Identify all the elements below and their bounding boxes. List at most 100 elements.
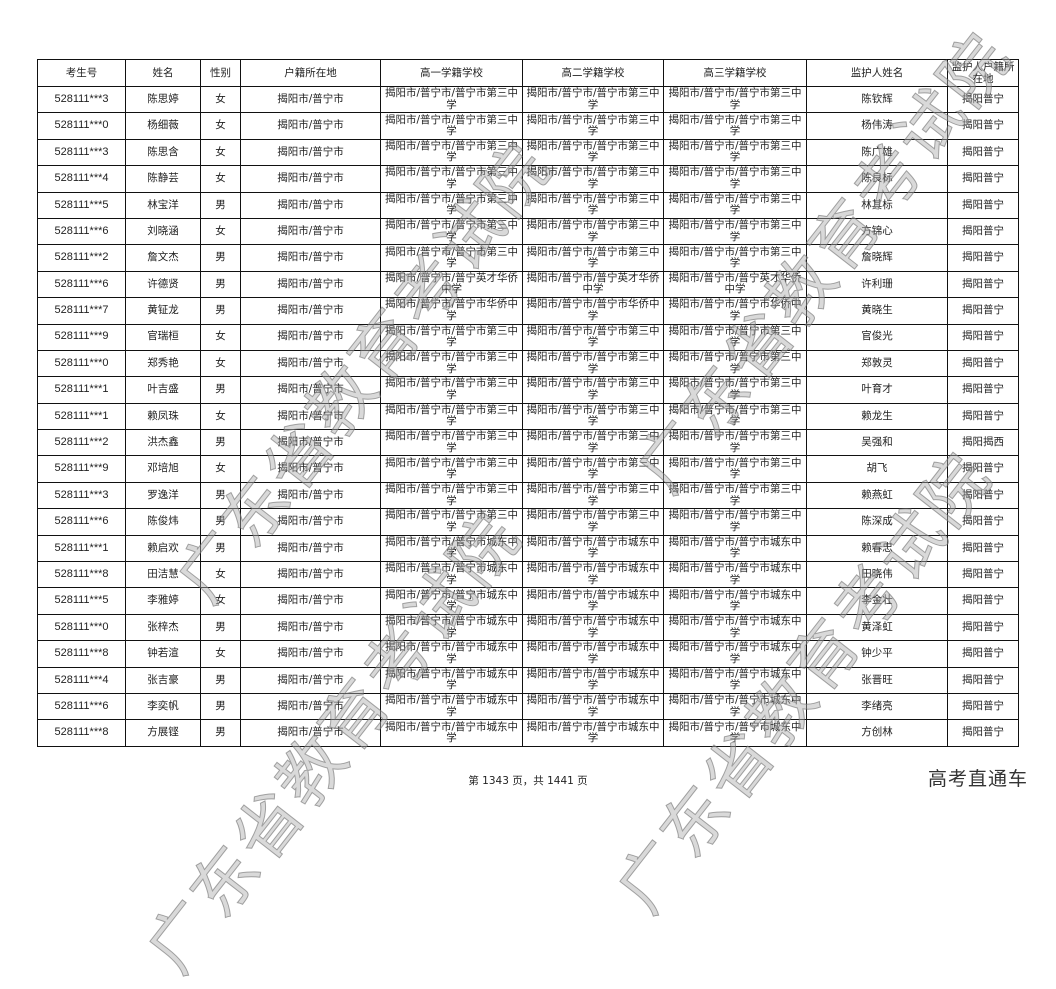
residence-cell: 揭阳市/普宁市 — [240, 191, 381, 219]
grade12-school-cell: 揭阳市/普宁市/普宁市第三中学 — [663, 323, 807, 351]
exam-id-cell: 528111***9 — [37, 323, 126, 351]
grade12-school-cell: 揭阳市/普宁市/普宁市华侨中学 — [663, 297, 807, 325]
guardian-residence-cell: 揭阳普宁 — [947, 85, 1019, 114]
exam-id-cell: 528111***8 — [37, 640, 126, 668]
student-name-cell: 黄钲龙 — [125, 297, 201, 325]
grade10-school-cell: 揭阳市/普宁市/普宁市第三中学 — [380, 481, 523, 510]
guardian-residence-cell: 揭阳普宁 — [947, 402, 1019, 431]
guardian-name-cell: 陈广雄 — [806, 138, 948, 167]
exam-id-cell: 528111***4 — [37, 165, 126, 193]
exam-id-cell: 528111***0 — [37, 112, 126, 140]
grade11-school-cell: 揭阳市/普宁市/普宁市第三中学 — [522, 138, 664, 167]
guardian-residence-cell: 揭阳普宁 — [947, 323, 1019, 351]
table-row: 528111***9 邓培旭女揭阳市/普宁市 揭阳市/普宁市/普宁市第三中学 揭阳市/… — [37, 455, 1019, 483]
guardian-name-cell: 陈钦辉 — [806, 85, 948, 114]
table-row: 528111***8 方展铿男揭阳市/普宁市 揭阳市/普宁市/普宁市城东中学 揭阳市/… — [37, 719, 1019, 747]
grade10-school-cell: 揭阳市/普宁市/普宁市城东中学 — [380, 640, 523, 668]
guardian-residence-cell: 揭阳普宁 — [947, 640, 1019, 668]
grade10-school-cell: 揭阳市/普宁市/普宁市华侨中学 — [380, 297, 523, 325]
gender-cell: 男 — [200, 297, 241, 325]
grade10-school-cell: 揭阳市/普宁市/普宁市第三中学 — [380, 112, 523, 140]
exam-id-cell: 528111***3 — [37, 85, 126, 114]
table-row: 528111***4 陈静芸女揭阳市/普宁市 揭阳市/普宁市/普宁市第三中学 揭阳市/… — [37, 165, 1019, 193]
table-row: 528111***5 李雅婷女揭阳市/普宁市 揭阳市/普宁市/普宁市城东中学 揭阳市/… — [37, 587, 1019, 615]
grade11-school-cell: 揭阳市/普宁市/普宁市第三中学 — [522, 165, 664, 193]
grade12-school-cell: 揭阳市/普宁市/普宁市城东中学 — [663, 666, 807, 694]
grade10-school-cell: 揭阳市/普宁市/普宁市城东中学 — [380, 561, 523, 589]
grade11-school-cell: 揭阳市/普宁市/普宁市第三中学 — [522, 429, 664, 457]
exam-id-cell: 528111***5 — [37, 191, 126, 219]
exam-id-cell: 528111***3 — [37, 481, 126, 510]
guardian-name-cell: 杨伟涛 — [806, 112, 948, 140]
grade10-school-cell: 揭阳市/普宁市/普宁英才华侨中学 — [380, 270, 523, 299]
grade12-school-cell: 揭阳市/普宁市/普宁市第三中学 — [663, 165, 807, 193]
guardian-residence-cell: 揭阳普宁 — [947, 692, 1019, 721]
guardian-name-cell: 赖龙生 — [806, 402, 948, 431]
guardian-name-cell: 胡飞 — [806, 455, 948, 483]
grade11-school-cell: 揭阳市/普宁市/普宁市城东中学 — [522, 534, 664, 563]
grade12-school-cell: 揭阳市/普宁市/普宁市城东中学 — [663, 692, 807, 721]
student-name-cell: 田洁慧 — [125, 561, 201, 589]
exam-id-cell: 528111***6 — [37, 508, 126, 536]
grade11-school-cell: 揭阳市/普宁市/普宁市第三中学 — [522, 455, 664, 483]
grade11-school-cell: 揭阳市/普宁市/普宁市第三中学 — [522, 349, 664, 378]
table-row: 528111***3 罗逸洋男揭阳市/普宁市 揭阳市/普宁市/普宁市第三中学 揭阳市/… — [37, 481, 1019, 510]
guardian-residence-cell: 揭阳普宁 — [947, 561, 1019, 589]
grade10-school-cell: 揭阳市/普宁市/普宁市城东中学 — [380, 666, 523, 694]
grade10-school-cell: 揭阳市/普宁市/普宁市城东中学 — [380, 534, 523, 563]
grade11-school-cell: 揭阳市/普宁市/普宁市城东中学 — [522, 561, 664, 589]
grade12-school-cell: 揭阳市/普宁市/普宁市第三中学 — [663, 138, 807, 167]
column-header-residence: 户籍所在地 — [240, 59, 381, 87]
grade10-school-cell: 揭阳市/普宁市/普宁市第三中学 — [380, 138, 523, 167]
student-name-cell: 罗逸洋 — [125, 481, 201, 510]
gender-cell: 女 — [200, 112, 241, 140]
grade12-school-cell: 揭阳市/普宁市/普宁市第三中学 — [663, 217, 807, 246]
guardian-name-cell: 方锦心 — [806, 217, 948, 246]
gender-cell: 女 — [200, 561, 241, 589]
grade12-school-cell: 揭阳市/普宁市/普宁市城东中学 — [663, 719, 807, 747]
student-name-cell: 刘晓涵 — [125, 217, 201, 246]
table-row: 528111***0 张梓杰男揭阳市/普宁市 揭阳市/普宁市/普宁市城东中学 揭阳市/… — [37, 613, 1019, 642]
gender-cell: 男 — [200, 191, 241, 219]
grade12-school-cell: 揭阳市/普宁市/普宁市城东中学 — [663, 561, 807, 589]
student-name-cell: 陈思含 — [125, 138, 201, 167]
page-number: 第 1343 页，共 1441 页 — [468, 775, 588, 787]
exam-id-cell: 528111***4 — [37, 666, 126, 694]
grade10-school-cell: 揭阳市/普宁市/普宁市第三中学 — [380, 376, 523, 404]
student-name-cell: 邓培旭 — [125, 455, 201, 483]
gender-cell: 女 — [200, 640, 241, 668]
grade12-school-cell: 揭阳市/普宁市/普宁市第三中学 — [663, 508, 807, 536]
guardian-name-cell: 詹晓辉 — [806, 244, 948, 272]
exam-id-cell: 528111***2 — [37, 244, 126, 272]
guardian-residence-cell: 揭阳普宁 — [947, 587, 1019, 615]
guardian-name-cell: 陈良标 — [806, 165, 948, 193]
grade11-school-cell: 揭阳市/普宁市/普宁英才华侨中学 — [522, 270, 664, 299]
column-header-student-name: 姓名 — [125, 59, 201, 87]
grade11-school-cell: 揭阳市/普宁市/普宁市第三中学 — [522, 85, 664, 114]
grade10-school-cell: 揭阳市/普宁市/普宁市第三中学 — [380, 455, 523, 483]
column-header-guardian-name: 监护人姓名 — [806, 59, 948, 87]
table-row: 528111***6 陈俊炜男揭阳市/普宁市 揭阳市/普宁市/普宁市第三中学 揭阳市/… — [37, 508, 1019, 536]
grade11-school-cell: 揭阳市/普宁市/普宁市城东中学 — [522, 587, 664, 615]
student-name-cell: 陈思婷 — [125, 85, 201, 114]
residence-cell: 揭阳市/普宁市 — [240, 85, 381, 114]
guardian-name-cell: 李金壮 — [806, 587, 948, 615]
gender-cell: 女 — [200, 138, 241, 167]
residence-cell: 揭阳市/普宁市 — [240, 217, 381, 246]
column-header-grade11-school: 高二学籍学校 — [522, 59, 664, 87]
guardian-name-cell: 黄晓生 — [806, 297, 948, 325]
residence-cell: 揭阳市/普宁市 — [240, 455, 381, 483]
residence-cell: 揭阳市/普宁市 — [240, 587, 381, 615]
guardian-name-cell: 官俊光 — [806, 323, 948, 351]
residence-cell: 揭阳市/普宁市 — [240, 481, 381, 510]
table-row: 528111***2 洪杰鑫男揭阳市/普宁市 揭阳市/普宁市/普宁市第三中学 揭阳市/… — [37, 429, 1019, 457]
exam-id-cell: 528111***1 — [37, 376, 126, 404]
residence-cell: 揭阳市/普宁市 — [240, 640, 381, 668]
exam-id-cell: 528111***1 — [37, 534, 126, 563]
guardian-name-cell: 钟少平 — [806, 640, 948, 668]
grade12-school-cell: 揭阳市/普宁市/普宁市第三中学 — [663, 112, 807, 140]
residence-cell: 揭阳市/普宁市 — [240, 270, 381, 299]
table-header-row: 考生号 姓名 性别 户籍所在地 高一学籍学校 高二学籍学校 高三学籍学校 监护人姓名 监护人户籍… — [37, 59, 1019, 87]
guardian-residence-cell: 揭阳普宁 — [947, 376, 1019, 404]
grade12-school-cell: 揭阳市/普宁市/普宁市第三中学 — [663, 402, 807, 431]
